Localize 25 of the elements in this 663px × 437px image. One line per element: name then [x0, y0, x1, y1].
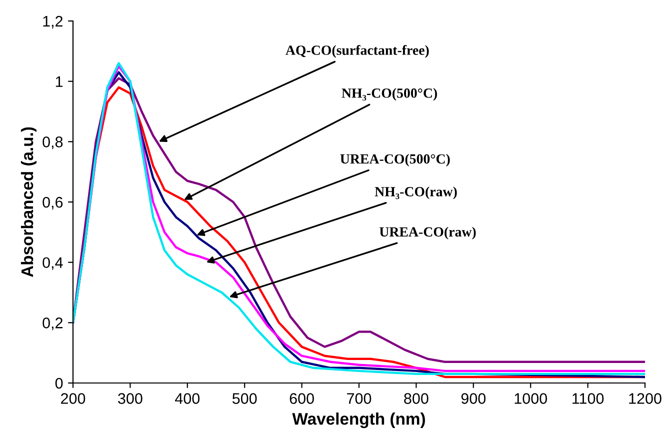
- y-tick-label: 1,2: [43, 16, 63, 28]
- annotation: UREA-CO(raw): [380, 226, 476, 240]
- y-tick-label: 0,2: [42, 318, 63, 330]
- x-tick-label: 1100: [572, 393, 604, 404]
- x-tick-label: 200: [61, 393, 86, 404]
- y-tick-label: 0,8: [42, 136, 63, 150]
- annotation: AQ-CO(surfactant-free): [286, 45, 429, 58]
- x-tick-label: 1000: [514, 393, 547, 404]
- y-tick-label: 0: [55, 378, 63, 389]
- y-tick-label: 0,4: [42, 257, 63, 270]
- x-tick-label: 800: [404, 393, 428, 404]
- annotation: UREA-CO(500°C): [340, 154, 450, 166]
- y-tick-label: 1: [56, 76, 63, 87]
- y-tick-label: 0,6: [42, 196, 63, 210]
- x-tick-label: 1200: [629, 393, 662, 404]
- y-axis-title: Absorbanced (a.u.): [20, 127, 36, 278]
- x-axis-title: Wavelength (nm): [292, 412, 425, 428]
- x-tick-label: 900: [461, 393, 486, 404]
- x-tick-label: 300: [118, 393, 142, 404]
- x-tick-label: 600: [290, 393, 314, 404]
- x-tick-label: 700: [347, 393, 372, 404]
- x-tick-label: 400: [175, 393, 200, 404]
- annotation: NH₃-CO(raw): [374, 186, 457, 200]
- annotation: NH₃-CO(500°C): [342, 88, 437, 101]
- x-tick-label: 500: [232, 393, 257, 404]
